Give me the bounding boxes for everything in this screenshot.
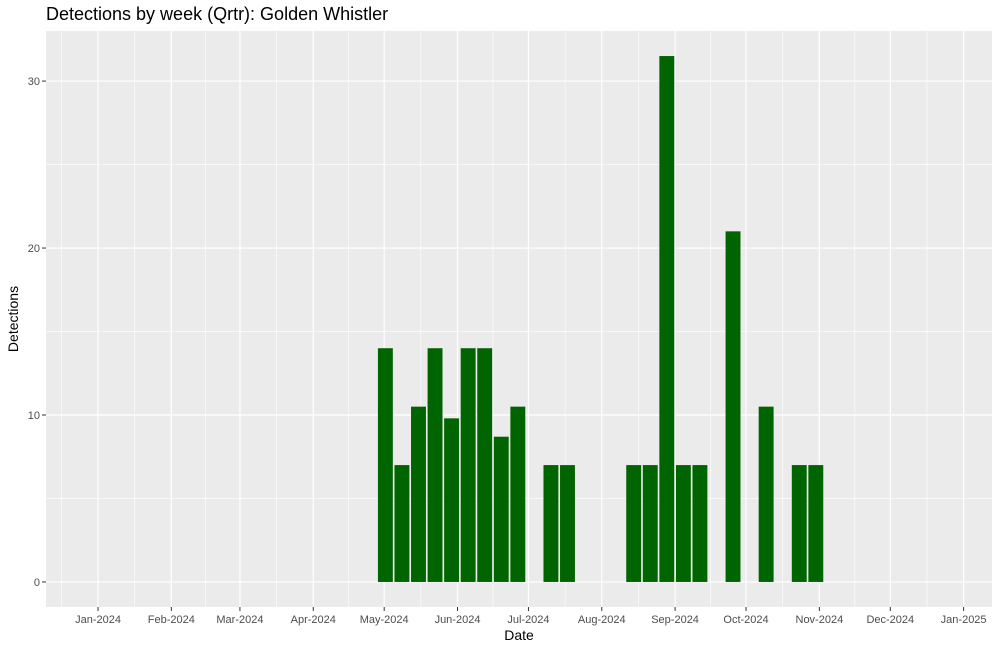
x-tick-label: Jan-2024: [75, 614, 121, 626]
x-tick-label: Sep-2024: [651, 614, 699, 626]
bar: [675, 465, 691, 582]
x-axis-title: Date: [504, 627, 534, 643]
x-tick-label: Oct-2024: [723, 614, 768, 626]
x-tick-label: Apr-2024: [291, 614, 336, 626]
x-tick-label: May-2024: [360, 614, 409, 626]
bar: [460, 348, 476, 582]
y-tick-label: 20: [28, 243, 40, 255]
bars: [377, 56, 824, 582]
bar: [560, 465, 575, 582]
chart-title: Detections by week (Qrtr): Golden Whistl…: [46, 4, 389, 24]
bar: [659, 56, 675, 582]
x-axis: Jan-2024 Feb-2024 Mar-2024 Apr-2024 May-2024…: [75, 607, 987, 626]
bar: [758, 406, 774, 582]
x-tick-label: Aug-2024: [578, 614, 626, 626]
bar: [626, 465, 642, 582]
x-tick-label: Nov-2024: [796, 614, 844, 626]
x-tick-label: Dec-2024: [866, 614, 914, 626]
bar: [427, 348, 443, 582]
y-tick-label: 0: [34, 577, 40, 589]
bar: [394, 465, 410, 582]
x-tick-label: Jan-2025: [941, 614, 987, 626]
bar: [791, 465, 807, 582]
x-tick-label: Feb-2024: [148, 614, 195, 626]
bar: [493, 436, 509, 582]
x-tick-label: Jun-2024: [435, 614, 481, 626]
y-tick-label: 10: [28, 410, 40, 422]
bar: [543, 465, 559, 582]
y-tick-label: 30: [28, 76, 40, 88]
bar: [377, 348, 393, 582]
bar: [642, 465, 658, 582]
bar: [411, 406, 426, 582]
bar: [725, 231, 741, 582]
y-axis-title: Detections: [5, 286, 21, 352]
bar: [444, 418, 460, 582]
x-tick-label: Jul-2024: [507, 614, 549, 626]
bar: [477, 348, 493, 582]
bar: [808, 465, 824, 582]
bar: [692, 465, 708, 582]
bar: [510, 406, 526, 582]
x-tick-label: Mar-2024: [216, 614, 263, 626]
y-axis: 0 10 20 30: [28, 76, 46, 589]
